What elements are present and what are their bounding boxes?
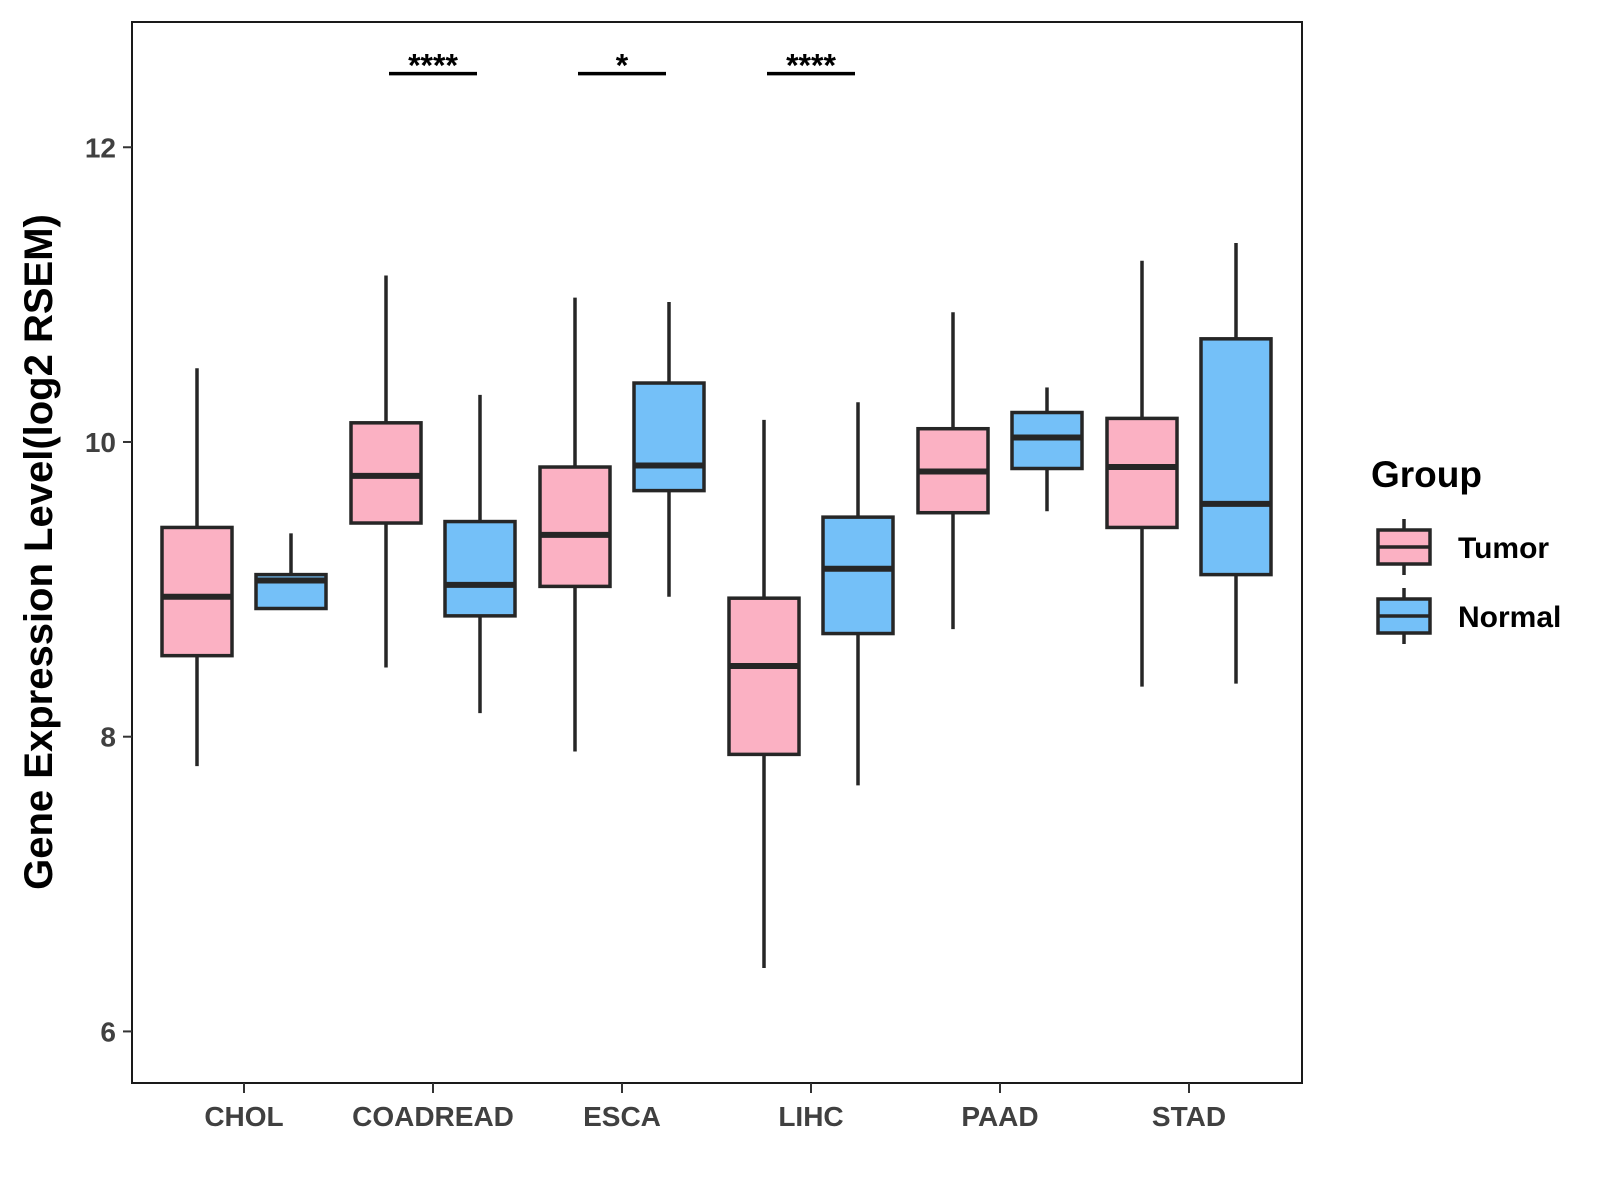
box-stad-normal xyxy=(1199,243,1273,684)
box-paad-normal xyxy=(1010,387,1084,512)
significance-label: **** xyxy=(408,48,458,84)
y-tick-label: 10 xyxy=(85,427,116,458)
x-tick-label: ESCA xyxy=(583,1101,661,1132)
plot-panel-border xyxy=(131,21,1303,1084)
box-body xyxy=(727,596,801,757)
box-esca-normal xyxy=(632,301,706,597)
box-stad-tumor xyxy=(1105,260,1179,687)
box-body xyxy=(1199,337,1273,577)
box-coadread-normal xyxy=(443,394,517,714)
x-tick-label: PAAD xyxy=(961,1101,1038,1132)
significance-label: **** xyxy=(786,48,836,84)
legend: Group Tumor Normal xyxy=(1371,454,1561,644)
y-axis: 6 8 10 12 xyxy=(85,132,132,1047)
significance-lihc: **** xyxy=(767,48,855,84)
box-body xyxy=(1105,416,1179,530)
box-chol-tumor xyxy=(160,368,234,767)
box-body xyxy=(443,519,517,618)
box-coadread-tumor xyxy=(349,275,423,668)
y-tick-label: 12 xyxy=(85,132,116,163)
legend-label: Normal xyxy=(1458,601,1561,634)
x-tick-label: STAD xyxy=(1152,1101,1226,1132)
x-tick-label: COADREAD xyxy=(352,1101,514,1132)
legend-item-normal: Normal xyxy=(1376,588,1561,644)
box-chol-normal xyxy=(254,533,328,611)
legend-item-tumor: Tumor xyxy=(1376,519,1549,575)
plot-marks: **** * **** xyxy=(160,48,1273,969)
box-body xyxy=(538,465,612,589)
x-tick-label: CHOL xyxy=(204,1101,283,1132)
box-paad-tumor xyxy=(916,312,990,630)
box-body xyxy=(160,525,234,658)
box-body xyxy=(632,381,706,493)
significance-esca: * xyxy=(578,48,666,84)
significance-label: * xyxy=(616,48,629,84)
legend-title: Group xyxy=(1371,454,1482,495)
box-lihc-tumor xyxy=(727,419,801,969)
y-axis-title: Gene Expression Level(log2 RSEM) xyxy=(17,214,61,890)
y-tick-label: 8 xyxy=(100,722,116,753)
x-tick-label: LIHC xyxy=(778,1101,843,1132)
legend-label: Tumor xyxy=(1458,532,1549,565)
box-lihc-normal xyxy=(821,402,895,786)
y-tick-label: 6 xyxy=(100,1016,116,1047)
box-body xyxy=(821,515,895,636)
x-axis: CHOL COADREAD ESCA LIHC PAAD STAD xyxy=(204,1083,1226,1132)
significance-coadread: **** xyxy=(389,48,477,84)
box-esca-tumor xyxy=(538,297,612,752)
